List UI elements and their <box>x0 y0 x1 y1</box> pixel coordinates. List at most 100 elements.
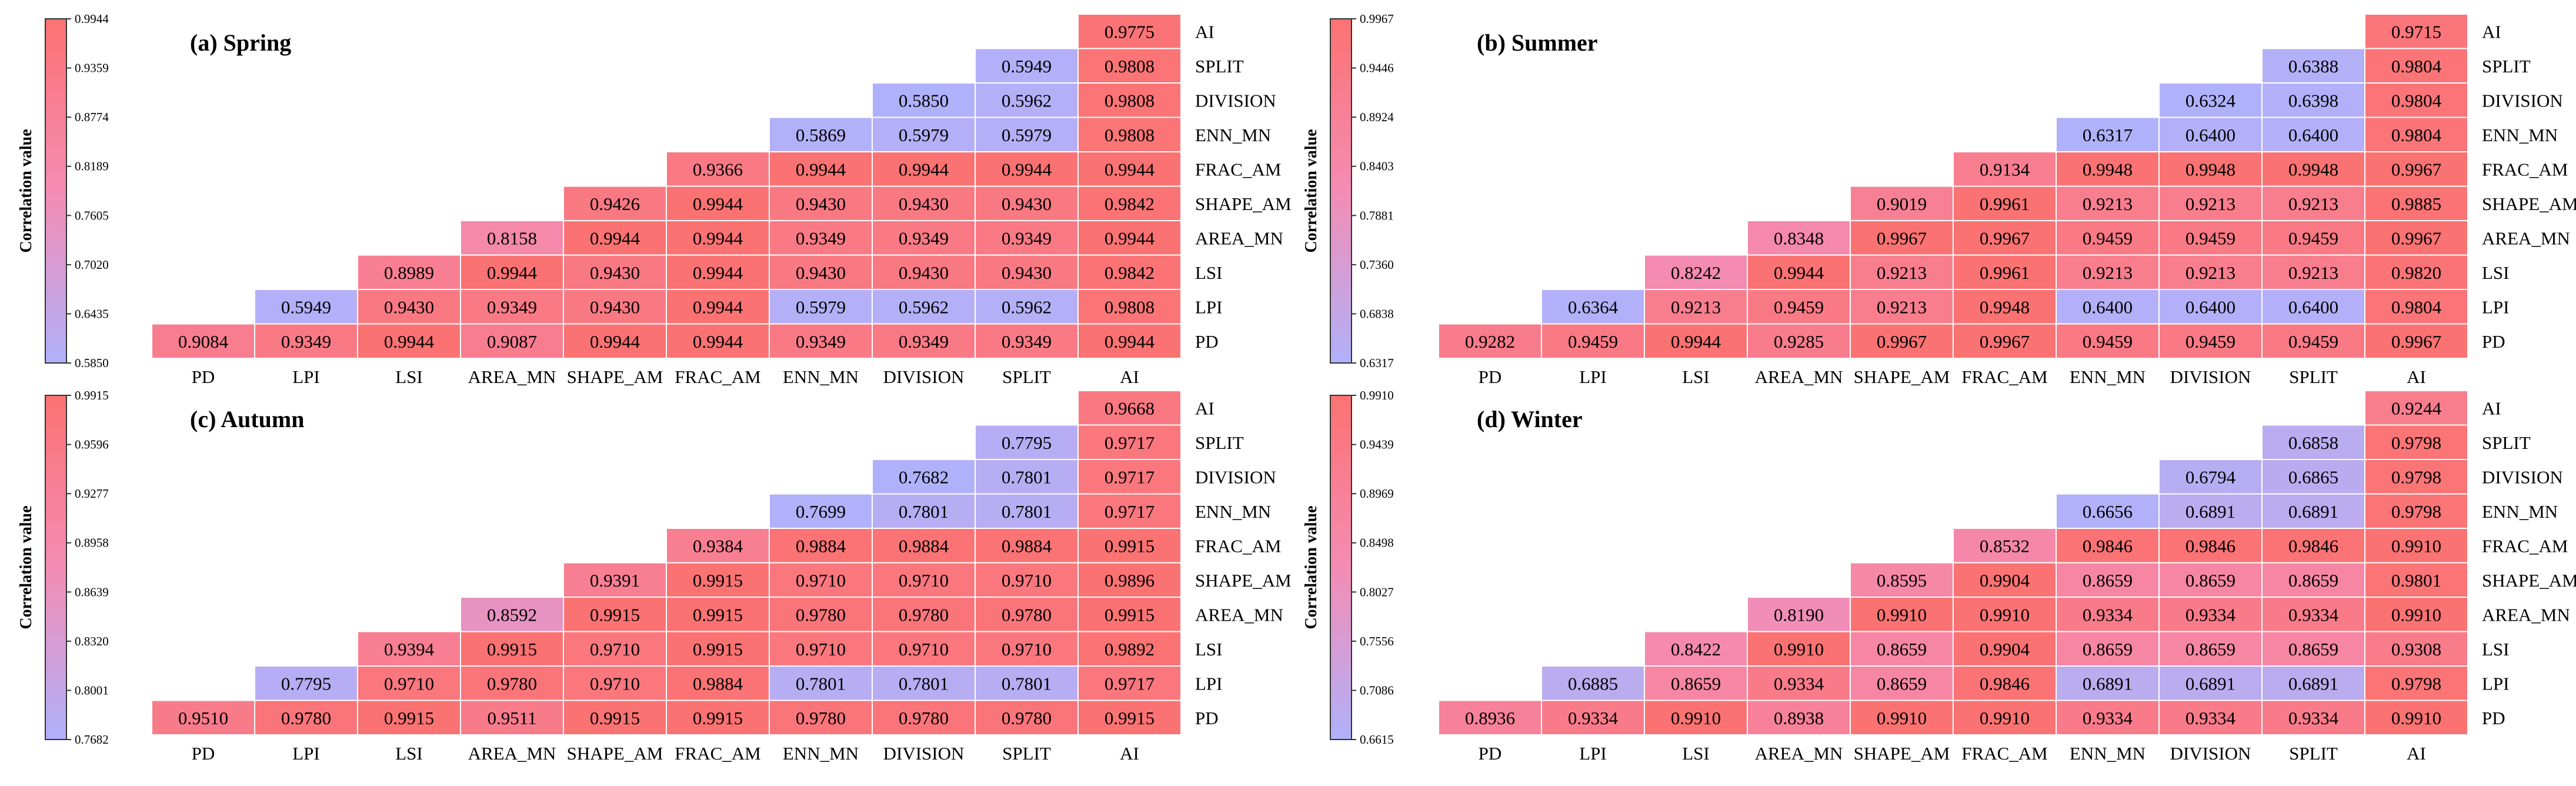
y-axis-label: FRAC_AM <box>1195 159 1281 179</box>
x-axis-label: DIVISION <box>883 743 965 764</box>
cell-value-label: 0.9846 <box>1980 673 2030 694</box>
heatmap-cell <box>1541 700 1645 735</box>
cell-value-label: 0.9967 <box>2391 159 2441 179</box>
colorbar-tick-label: 0.9915 <box>75 388 109 402</box>
cell-value-label: 0.6891 <box>2185 501 2235 522</box>
cell-value-label: 0.9349 <box>1002 331 1052 352</box>
cell-value-label: 0.9334 <box>2288 604 2339 625</box>
cell-value-label: 0.9459 <box>1568 331 1618 352</box>
y-axis-label: SPLIT <box>1195 432 1244 453</box>
colorbar-tick-label: 0.7682 <box>75 732 109 747</box>
heatmap-cell <box>1077 597 1182 632</box>
cell-value-label: 0.9459 <box>2083 331 2133 352</box>
heatmap-cell <box>1953 323 2057 359</box>
cell-value-label: 0.9910 <box>2391 708 2441 728</box>
colorbar-tick-label: 0.8403 <box>1360 159 1394 174</box>
heatmap-cell <box>1953 700 2057 735</box>
heatmap-cell <box>2364 185 2468 221</box>
heatmap-cell <box>1953 254 2057 290</box>
cell-value-label: 0.9394 <box>384 639 435 660</box>
heatmap-cell <box>1077 459 1182 495</box>
heatmap-cell <box>1077 631 1182 667</box>
heatmap-cell <box>460 665 564 701</box>
cell-value-label: 0.9459 <box>2083 228 2133 248</box>
y-axis-label: FRAC_AM <box>2482 535 2568 556</box>
heatmap-cell <box>2261 323 2365 359</box>
colorbar-tick-label: 0.9446 <box>1360 61 1394 75</box>
cell-value-label: 0.9715 <box>2391 21 2441 42</box>
cell-value-label: 0.9134 <box>1980 159 2030 179</box>
colorbar <box>1330 395 1352 740</box>
y-axis-label: AI <box>1195 398 1214 418</box>
cell-value-label: 0.9511 <box>487 708 536 728</box>
cell-value-label: 0.6400 <box>2288 297 2338 317</box>
colorbar-tick-label: 0.8958 <box>75 536 109 550</box>
y-axis-label: AI <box>1195 21 1214 42</box>
x-axis-label: AI <box>2407 367 2426 387</box>
cell-value-label: 0.9915 <box>693 604 743 625</box>
cell-value-label: 0.9910 <box>1980 604 2030 625</box>
cell-value-label: 0.5962 <box>1002 297 1052 317</box>
x-axis-label: SHAPE_AM <box>567 367 663 387</box>
cell-value-label: 0.9915 <box>487 639 537 660</box>
colorbar-tick-label: 0.6435 <box>75 307 109 321</box>
x-axis-label: LSI <box>1682 743 1710 764</box>
cell-value-label: 0.5979 <box>899 125 949 145</box>
x-axis-label: SPLIT <box>2289 367 2338 387</box>
cell-value-label: 0.9804 <box>2391 56 2442 76</box>
heatmap-cell <box>666 665 770 701</box>
cell-value-label: 0.9896 <box>1105 570 1154 591</box>
heatmap-cell <box>357 323 461 359</box>
cell-value-label: 0.6885 <box>1568 673 1618 694</box>
heatmap-cell <box>1438 700 1542 735</box>
cell-value-label: 0.9780 <box>899 604 949 625</box>
cell-value-label: 0.9944 <box>1774 262 1824 283</box>
cell-value-label: 0.9213 <box>2083 262 2133 283</box>
cell-value-label: 0.9944 <box>384 331 435 352</box>
cell-value-label: 0.9884 <box>693 673 743 694</box>
cell-value-label: 0.9915 <box>384 708 434 728</box>
cell-value-label: 0.7801 <box>796 673 846 694</box>
cell-value-label: 0.9710 <box>796 570 846 591</box>
heatmap-cell <box>769 700 873 735</box>
cell-value-label: 0.9780 <box>281 708 331 728</box>
heatmap-cell <box>2364 151 2468 187</box>
cell-value-label: 0.9846 <box>2288 535 2338 556</box>
cell-value-label: 0.9904 <box>1980 639 2030 660</box>
cell-value-label: 0.9213 <box>1671 297 1721 317</box>
y-axis-label: AREA_MN <box>2482 604 2570 625</box>
heatmap-cell <box>1077 493 1182 529</box>
cell-value-label: 0.9282 <box>1465 331 1515 352</box>
cell-value-label: 0.5850 <box>899 90 949 111</box>
heatmap-cell <box>975 459 1079 495</box>
cell-value-label: 0.9510 <box>178 708 228 728</box>
y-axis-label: AREA_MN <box>1195 604 1283 625</box>
heatmap-cell <box>2261 700 2365 735</box>
heatmap-cell <box>1077 700 1182 735</box>
heatmap-cell <box>563 700 667 735</box>
heatmap-cell <box>1077 323 1182 359</box>
cell-value-label: 0.8592 <box>487 604 537 625</box>
cell-value-label: 0.9915 <box>1105 535 1154 556</box>
cell-value-label: 0.9775 <box>1105 21 1154 42</box>
cell-value-label: 0.9915 <box>1105 604 1154 625</box>
cell-value-label: 0.9459 <box>2185 331 2235 352</box>
cell-value-label: 0.6794 <box>2185 467 2236 487</box>
heatmap-cell <box>769 597 873 632</box>
y-axis-label: PD <box>2482 331 2505 352</box>
cell-value-label: 0.5979 <box>796 297 846 317</box>
cell-value-label: 0.9808 <box>1105 125 1154 145</box>
cell-value-label: 0.9904 <box>1980 570 2030 591</box>
cell-value-label: 0.9944 <box>487 262 538 283</box>
cell-value-label: 0.9717 <box>1105 432 1154 453</box>
heatmap-cell <box>151 700 255 735</box>
cell-value-label: 0.9808 <box>1105 90 1154 111</box>
heatmap-cell <box>1644 700 1748 735</box>
x-axis-label: SHAPE_AM <box>1854 743 1950 764</box>
x-axis-label: AI <box>1120 743 1139 764</box>
panel-title: (d) Winter <box>1477 406 1583 432</box>
heatmap-cell <box>1077 48 1182 84</box>
heatmap-cell <box>563 665 667 701</box>
heatmap-cell <box>975 289 1079 325</box>
